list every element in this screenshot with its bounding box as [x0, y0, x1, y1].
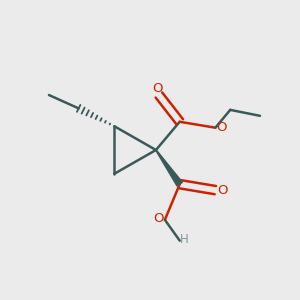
Text: O: O: [218, 184, 228, 196]
Text: H: H: [180, 233, 189, 246]
Text: O: O: [153, 212, 164, 225]
Text: O: O: [217, 121, 227, 134]
Polygon shape: [156, 150, 182, 186]
Text: O: O: [152, 82, 163, 95]
